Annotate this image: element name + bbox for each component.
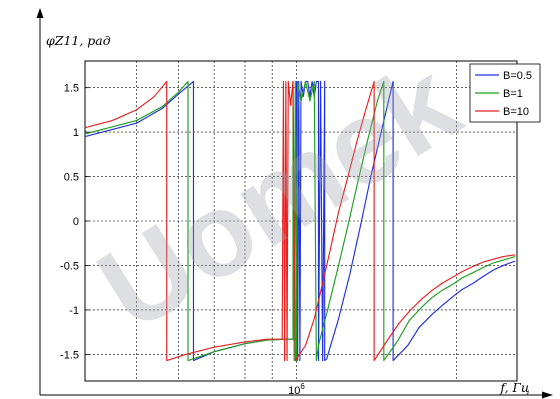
x-tick-labels: 106 <box>288 382 305 397</box>
series-layer <box>85 80 516 362</box>
y-tick-label: 1.5 <box>64 83 79 95</box>
x-axis-arrowhead <box>542 391 553 399</box>
legend: B=0.5 B=1 B=10 <box>469 63 541 123</box>
legend-label-b10: B=10 <box>503 106 529 118</box>
y-tick-labels: -1.5 -1 -0.5 0 0.5 1 1.5 <box>60 83 89 361</box>
y-tick-label: -1.5 <box>60 349 79 361</box>
y-tick-label: 0.5 <box>64 172 79 184</box>
y-tick-label: -0.5 <box>60 260 79 272</box>
x-tick-label: 106 <box>288 382 305 397</box>
y-tick-label: -1 <box>69 305 79 317</box>
y-tick-label: 0 <box>73 216 79 228</box>
series-line-2 <box>85 80 516 362</box>
y-axis-label: φZ11, рад <box>46 33 111 48</box>
series-line-3 <box>85 80 516 362</box>
x-axis-label: f, Гц <box>499 380 529 395</box>
y-tick-label: 1 <box>73 127 79 139</box>
y-axis-arrowhead <box>36 8 44 18</box>
legend-label-b1: B=1 <box>503 88 523 100</box>
legend-label-b05: B=0.5 <box>503 70 532 82</box>
